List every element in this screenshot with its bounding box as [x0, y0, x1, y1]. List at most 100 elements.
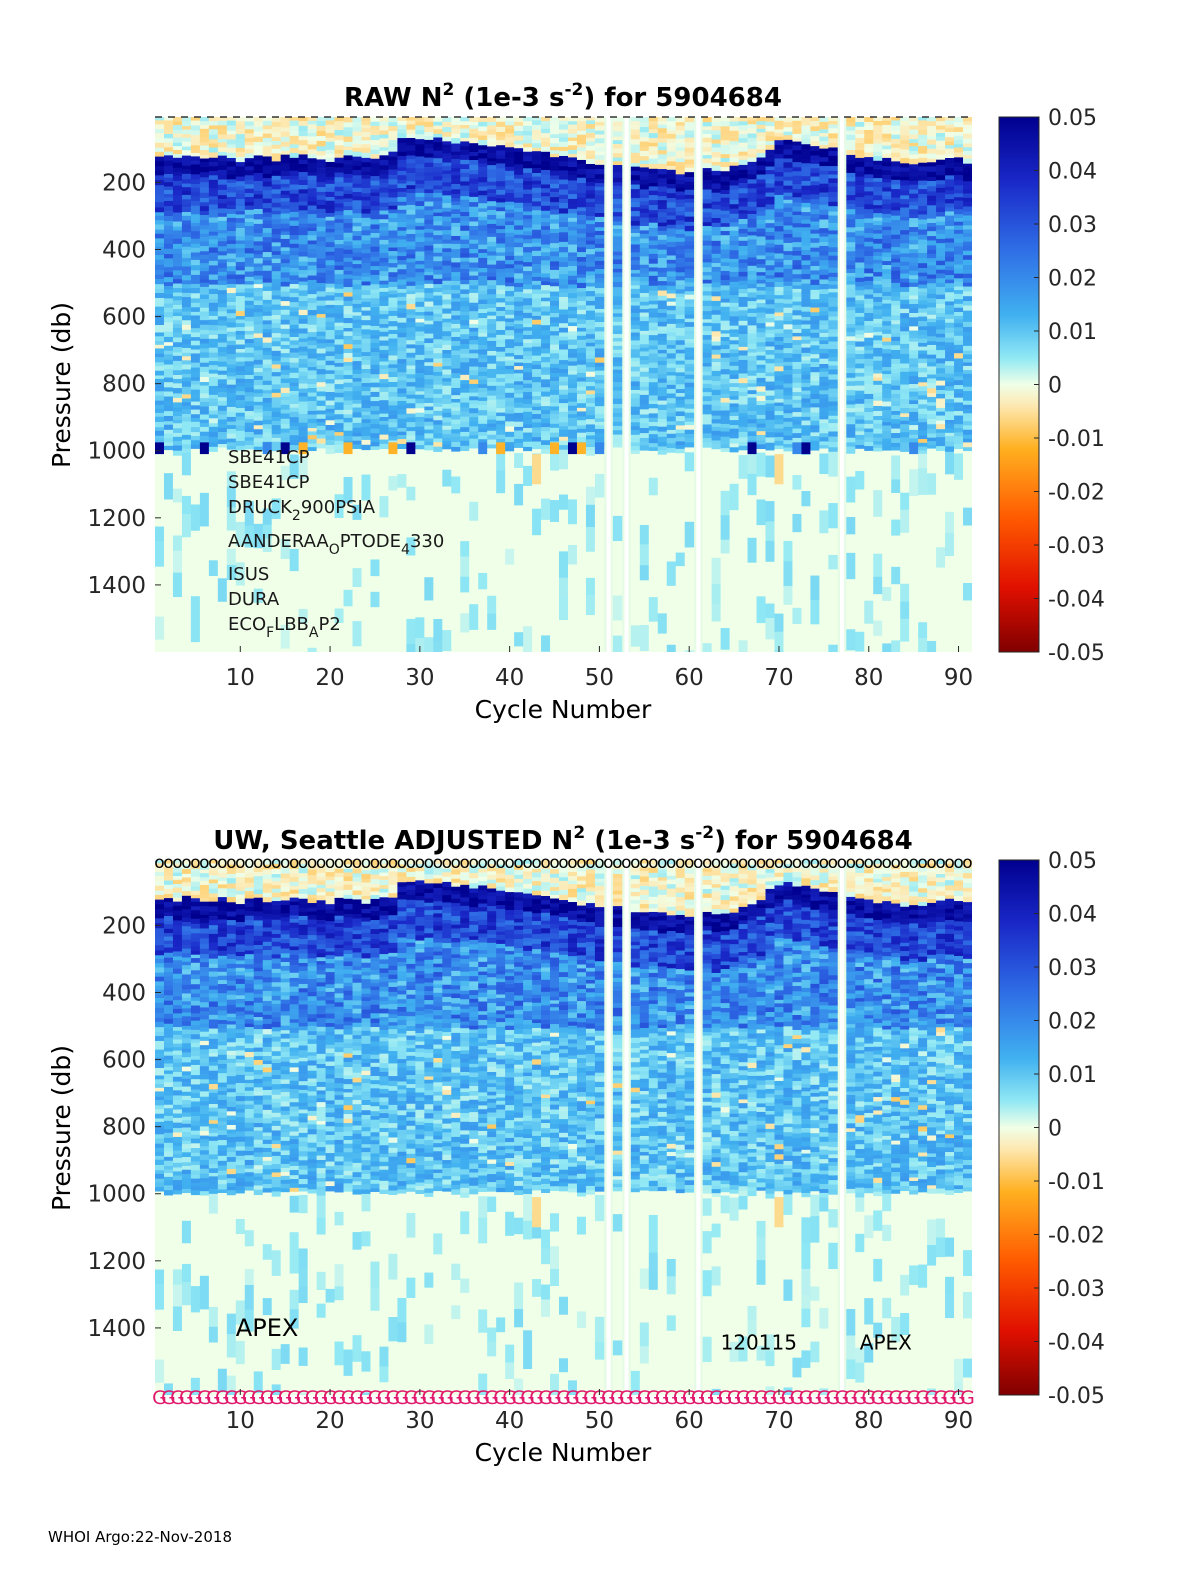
heatmap-cell: [244, 197, 255, 203]
heatmap-cell: [199, 133, 210, 139]
heatmap-cell: [487, 298, 497, 305]
heatmap-cell: [648, 195, 659, 201]
heatmap-cell: [559, 146, 569, 152]
heatmap-cell: [235, 339, 246, 345]
heatmap-cell: [576, 572, 587, 587]
heatmap-cell: [397, 180, 407, 184]
heatmap-cell: [585, 403, 596, 407]
heatmap-cell: [567, 322, 578, 327]
heatmap-cell: [307, 132, 318, 137]
heatmap-cell: [594, 143, 605, 148]
heatmap-cell: [235, 485, 246, 507]
heatmap-cell: [406, 192, 416, 199]
heatmap-cell: [478, 117, 488, 123]
heatmap-cell: [639, 222, 650, 227]
heatmap-cell: [559, 376, 569, 383]
heatmap-cell: [155, 314, 165, 321]
heatmap-cell: [155, 353, 165, 358]
heatmap-cell: [424, 139, 434, 145]
heatmap-cell: [199, 320, 210, 326]
heatmap-cell: [244, 153, 255, 159]
heatmap-cell: [657, 295, 668, 301]
heatmap-cell: [424, 556, 434, 578]
heatmap-cell: [433, 278, 443, 285]
heatmap-cell: [370, 237, 380, 243]
heatmap-cell: [155, 453, 165, 472]
heatmap-column: [442, 117, 452, 652]
heatmap-cell: [163, 560, 174, 584]
heatmap-cell: [639, 478, 650, 497]
heatmap-cell: [514, 412, 524, 419]
heatmap-cell: [235, 407, 246, 414]
heatmap-cell: [262, 242, 273, 248]
heatmap-cell: [172, 320, 183, 325]
heatmap-cell: [217, 427, 228, 433]
heatmap-cell: [379, 271, 389, 277]
heatmap-cell: [271, 189, 282, 195]
heatmap-cell: [424, 311, 434, 316]
heatmap-cell: [253, 176, 264, 182]
heatmap-cell: [397, 264, 407, 270]
heatmap-cell: [163, 267, 174, 273]
heatmap-cell: [469, 192, 479, 198]
heatmap-cell: [289, 297, 300, 303]
heatmap-cell: [559, 241, 569, 248]
heatmap-cell: [289, 247, 300, 252]
heatmap-cell: [244, 209, 255, 216]
heatmap-cell: [424, 250, 434, 256]
heatmap-cell: [262, 237, 273, 243]
heatmap-cell: [541, 285, 551, 291]
heatmap-cell: [379, 301, 389, 307]
heatmap-cell: [415, 125, 425, 131]
heatmap-cell: [559, 292, 569, 298]
heatmap-cell: [298, 125, 309, 132]
heatmap-cell: [208, 373, 219, 378]
heatmap-cell: [298, 265, 309, 271]
heatmap-cell: [585, 275, 596, 280]
heatmap-cell: [298, 197, 309, 202]
heatmap-cell: [639, 524, 650, 545]
heatmap-cell: [442, 144, 452, 149]
heatmap-cell: [487, 173, 497, 179]
heatmap-cell: [361, 196, 371, 201]
heatmap-cell: [469, 275, 479, 281]
heatmap-cell: [235, 425, 246, 432]
heatmap-cell: [505, 417, 515, 422]
heatmap-cell: [666, 353, 677, 359]
heatmap-cell: [289, 411, 300, 418]
heatmap-cell: [343, 249, 353, 255]
heatmap-cell: [666, 433, 677, 439]
heatmap-cell: [388, 263, 398, 268]
heatmap-cell: [388, 490, 398, 512]
heatmap-cell: [155, 161, 165, 167]
heatmap-cell: [496, 121, 506, 128]
heatmap-cell: [415, 247, 425, 252]
heatmap-cell: [163, 216, 174, 222]
heatmap-cell: [433, 150, 443, 156]
heatmap-cell: [325, 576, 335, 597]
heatmap-cell: [478, 190, 488, 196]
heatmap-cell: [190, 179, 201, 185]
heatmap-cell: [594, 216, 605, 223]
heatmap-cell: [657, 132, 668, 139]
heatmap-cell: [630, 312, 641, 318]
heatmap-cell: [541, 196, 551, 202]
heatmap-cell: [325, 270, 335, 276]
heatmap-cell: [648, 382, 659, 388]
heatmap-cell: [280, 314, 291, 321]
heatmap-cell: [397, 222, 407, 228]
heatmap-cell: [217, 400, 228, 406]
heatmap-cell: [594, 134, 605, 139]
heatmap-cell: [585, 271, 596, 276]
heatmap-cell: [163, 377, 174, 383]
heatmap-cell: [307, 310, 318, 316]
heatmap-cell: [397, 511, 407, 534]
heatmap-cell: [639, 205, 650, 210]
heatmap-cell: [379, 202, 389, 208]
heatmap-cell: [199, 316, 210, 321]
heatmap-cell: [648, 378, 659, 383]
heatmap-cell: [550, 543, 560, 559]
heatmap-cell: [271, 132, 282, 138]
heatmap-cell: [172, 309, 183, 313]
heatmap-cell: [289, 163, 300, 168]
